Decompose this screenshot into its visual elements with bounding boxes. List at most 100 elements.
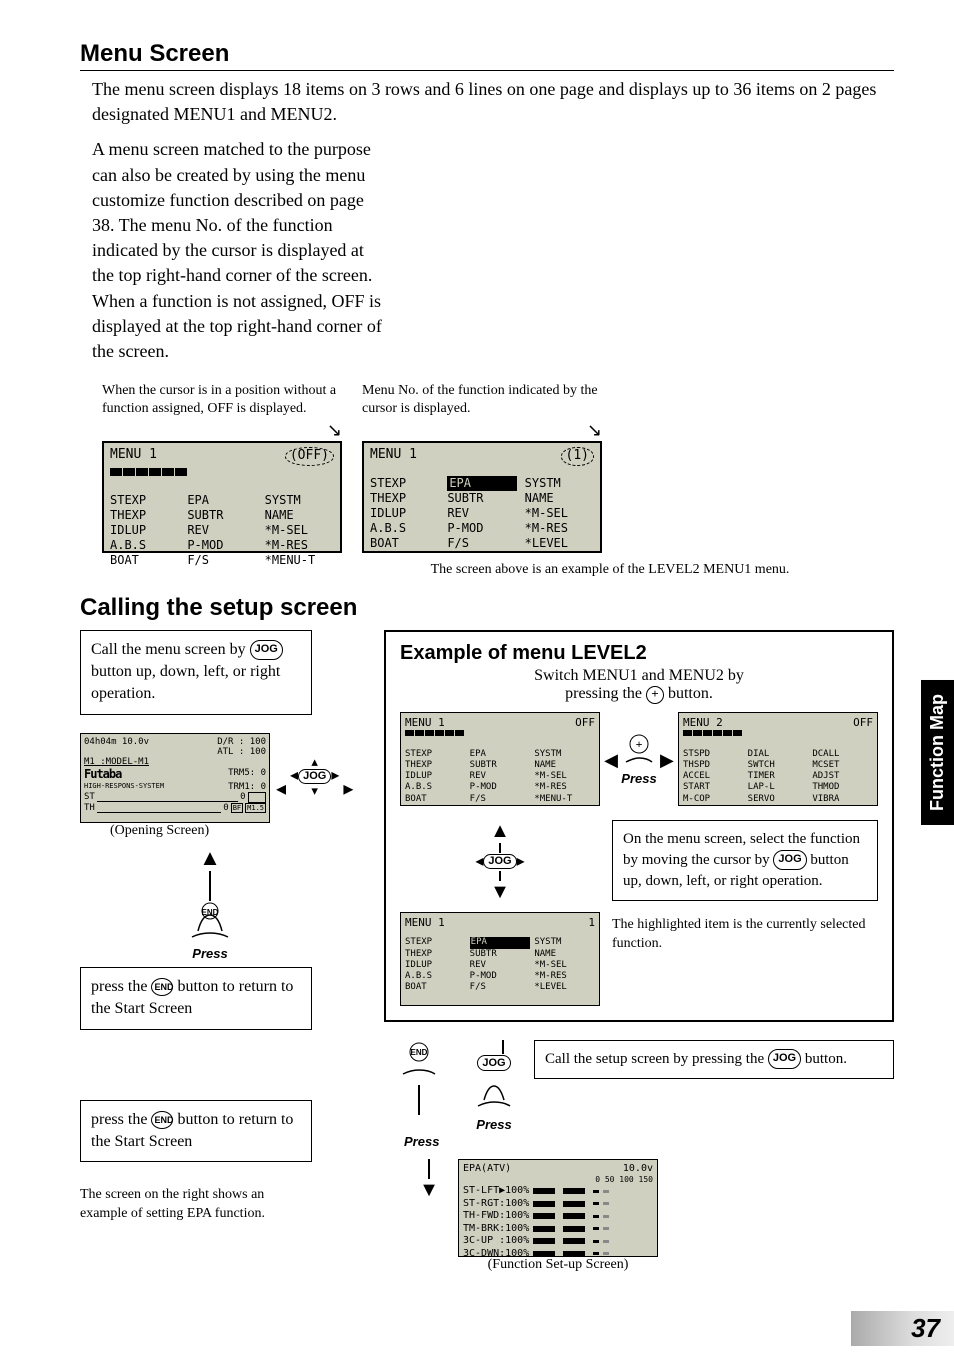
opening-caption: (Opening Screen) [110, 823, 370, 839]
lcd-cell: *M-SEL [265, 523, 334, 538]
jog-button-3[interactable]: JOG [477, 1055, 510, 1071]
arrow-num-icon: ↘ [587, 420, 602, 440]
lcd-cell: *M-RES [534, 782, 595, 793]
lcd-cell: *MENU-T [265, 553, 334, 568]
lcd-cell: NAME [534, 949, 595, 960]
arrow-down-epa-icon: ▼ [414, 1179, 444, 1202]
menu1-num-lcd: MENU 1 (1) STEXPEPASYSTMTHEXPSUBTRNAMEID… [362, 441, 602, 553]
lcd-cell: IDLUP [110, 523, 179, 538]
caption-num: Menu No. of the function indicated by th… [362, 382, 602, 418]
press-label-1: Press [180, 946, 240, 961]
jog-pad[interactable]: JOG [298, 769, 331, 784]
lcd-cell: BOAT [405, 982, 466, 993]
arrow-swap-left-icon: ◀ [604, 750, 618, 770]
menu1-mini-corner: OFF [575, 716, 595, 730]
lcd-cell: STEXP [370, 476, 439, 491]
opening-st-val: 0 [240, 792, 245, 802]
hand-jog-icon [472, 1072, 516, 1112]
opening-trm1-label: TRM1: [228, 782, 255, 792]
lcd-cell: REV [470, 960, 531, 971]
call-menu-box: Call the menu screen by JOG button up, d… [80, 630, 312, 715]
lcd-cell: *M-SEL [525, 506, 594, 521]
lcd-cell: MCSET [812, 760, 873, 771]
lcd-cell: EPA [447, 476, 516, 491]
arrow-off-icon: ↘ [327, 420, 342, 440]
lcd-cell: IDLUP [405, 771, 466, 782]
lcd-cell: *LEVEL [525, 536, 594, 551]
opening-dr-label: D/R : [217, 737, 244, 747]
end-button-2[interactable]: END [151, 1111, 173, 1129]
lcd2-corner: (1) [561, 447, 594, 465]
lcd-cell: SUBTR [470, 949, 531, 960]
jog-pad-2[interactable]: JOG [483, 854, 516, 869]
menu1-sel-corner: 1 [588, 916, 595, 930]
opening-brand: Futaba [84, 768, 121, 782]
hand-plus-icon: + [622, 732, 656, 766]
lcd-cell [405, 737, 466, 748]
lcd-cell: REV [470, 771, 531, 782]
call-setup-line1: Call the setup screen by pressing the [545, 1051, 764, 1067]
menu1-mini-title: MENU 1 [405, 716, 445, 730]
opening-atl-label: ATL : [217, 747, 244, 757]
screens-note: The screen above is an example of the LE… [400, 561, 820, 579]
lcd1-corner: (OFF) [285, 447, 334, 465]
lcd-cell: STEXP [405, 749, 466, 760]
lcd-cell [470, 737, 531, 748]
lcd-cell: THEXP [110, 508, 179, 523]
switch-line1: Switch MENU1 and MENU2 by [534, 667, 744, 684]
lcd-cell: SERVO [748, 794, 809, 805]
lcd-cell: ACCEL [683, 771, 744, 782]
lcd-cell: P-MOD [470, 971, 531, 982]
svg-text:END: END [202, 908, 219, 917]
lcd-cell: P-MOD [187, 538, 256, 553]
lcd-cell: THMOD [812, 782, 873, 793]
jog-cluster-2-icon: ◂JOG▸ [475, 854, 524, 870]
end-button[interactable]: END [151, 978, 173, 996]
opening-atl-val: 100 [250, 747, 266, 757]
lcd-cell: SYSTM [534, 937, 595, 948]
lcd-cell: F/S [447, 536, 516, 551]
lcd-cell: BOAT [405, 794, 466, 805]
epa-title: EPA(ATV) [463, 1163, 511, 1176]
lcd-cell: P-MOD [470, 782, 531, 793]
lcd-cell: *M-SEL [534, 960, 595, 971]
lcd-cell: ADJST [812, 771, 873, 782]
epa-note: The screen on the right shows an example… [80, 1186, 310, 1224]
hand-press-icon: END [188, 901, 232, 941]
lcd-cell: REV [447, 506, 516, 521]
page-number: 37 [851, 1311, 954, 1346]
hand-end-icon: END [397, 1040, 441, 1080]
plus-button[interactable]: + [646, 686, 664, 704]
example-title: Example of menu LEVEL2 [400, 642, 878, 665]
arrow-up-icon: ▲ [180, 845, 240, 871]
epa-volt: 10.0v [623, 1163, 653, 1176]
opening-dr-val: 100 [250, 737, 266, 747]
lcd-cell: START [683, 782, 744, 793]
lcd-cell [534, 737, 595, 748]
opening-th-val: 0 [223, 803, 228, 813]
caption-off: When the cursor is in a position without… [102, 382, 342, 418]
lcd-cell: BOAT [370, 536, 439, 551]
lcd-cell: M-COP [683, 794, 744, 805]
lcd-cell: A.B.S [110, 538, 179, 553]
lcd1-tabs [110, 468, 334, 476]
lcd-cell: STSPD [683, 749, 744, 760]
lcd-cell: SUBTR [447, 491, 516, 506]
lcd-cell: *M-RES [525, 521, 594, 536]
jog-button-label[interactable]: JOG [250, 640, 283, 659]
opening-bf: BF [231, 803, 243, 813]
epa-row: ST-RGT:100% [463, 1198, 653, 1211]
jog-button-4[interactable]: JOG [768, 1049, 801, 1068]
menu1-sel-title: MENU 1 [405, 916, 445, 930]
lcd-cell [748, 737, 809, 748]
arrow-up-menu1-icon: ▲ [400, 820, 600, 843]
opening-m15: M1.5 [245, 803, 266, 813]
lcd-cell: DCALL [812, 749, 873, 760]
opening-trm5-val: 0 [261, 768, 266, 778]
lcd-cell: VIBRA [812, 794, 873, 805]
opening-th: TH [84, 803, 95, 813]
lcd-cell: STEXP [405, 937, 466, 948]
func-caption: (Function Set-up Screen) [458, 1257, 658, 1273]
arrow-left-icon: ◂ [276, 778, 286, 800]
jog-button-2[interactable]: JOG [773, 850, 806, 869]
